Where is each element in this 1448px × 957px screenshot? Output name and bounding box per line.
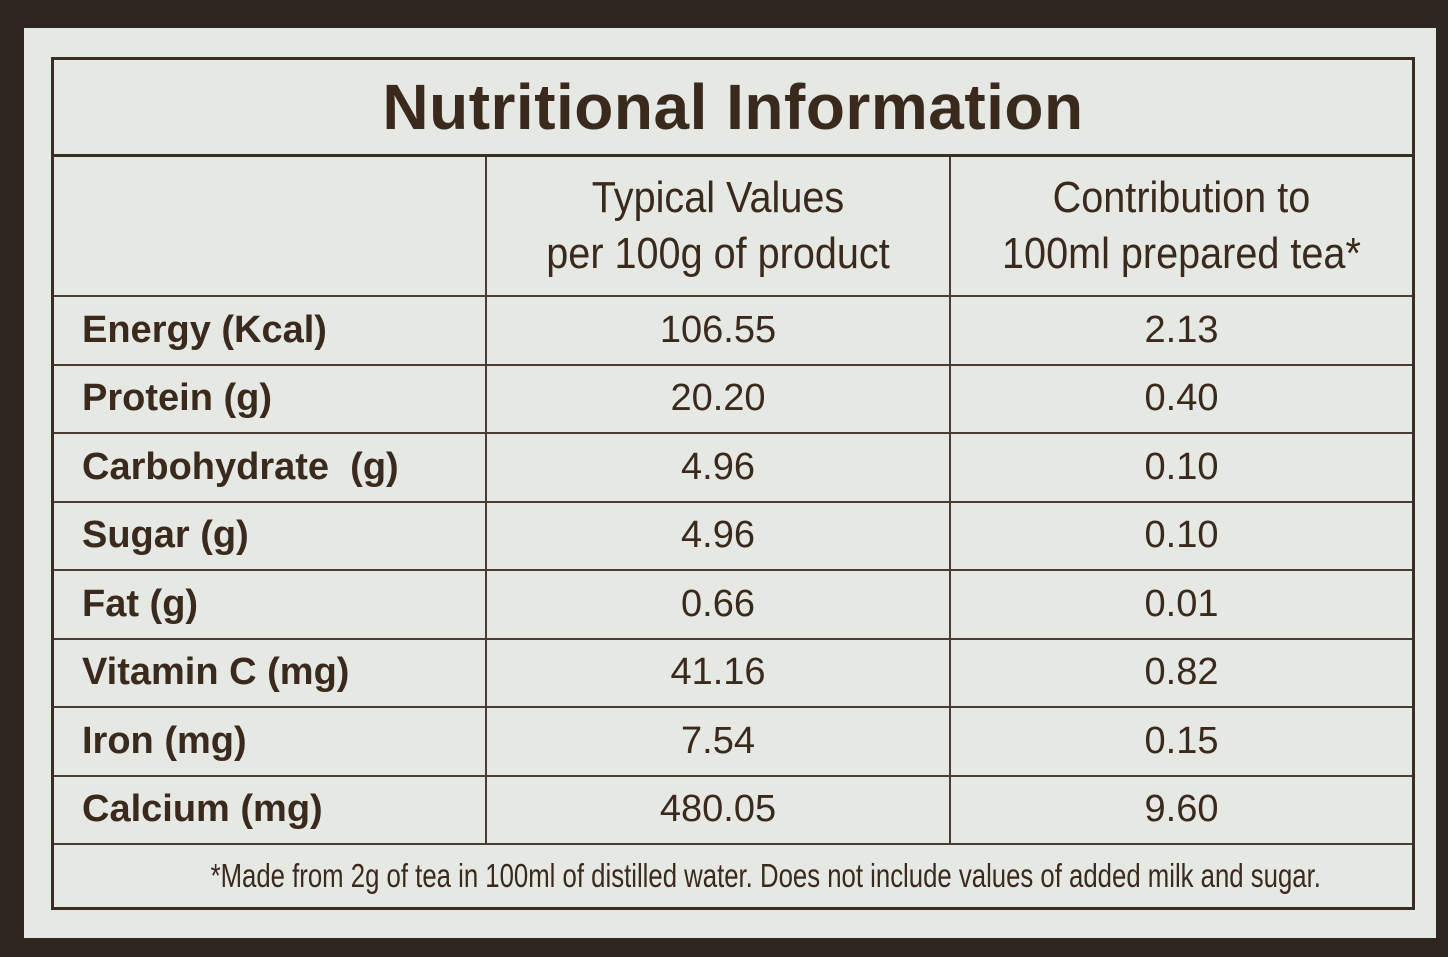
table-row: Vitamin C (mg) 41.16 0.82 — [54, 637, 1412, 707]
per-100g-value: 4.96 — [485, 500, 950, 570]
nutrition-panel: Nutritional Information Typical Values p… — [51, 57, 1415, 910]
per-100ml-value: 0.10 — [949, 500, 1412, 570]
nutrition-table: Typical Values per 100g of product Contr… — [54, 157, 1412, 906]
per-100g-value: 20.20 — [485, 363, 950, 433]
nutrient-label-text: Carbohydrate (g) — [82, 445, 399, 488]
per-100g-value: 41.16 — [485, 637, 950, 707]
per-100g-value: 480.05 — [485, 774, 950, 844]
nutrient-label: Fat (g) — [54, 569, 486, 639]
nutrient-label: Protein (g) — [54, 363, 486, 433]
header-contribution-line2: 100ml prepared tea* — [1002, 229, 1361, 278]
table-row: Protein (g) 20.20 0.40 — [54, 363, 1412, 433]
nutrient-label: Sugar (g) — [54, 500, 486, 570]
per-100ml-value: 0.01 — [949, 569, 1412, 639]
per-100g-value: 106.55 — [485, 295, 950, 365]
footnote-row: *Made from 2g of tea in 100ml of distill… — [54, 843, 1412, 906]
nutrient-label: Carbohydrate (g) — [54, 432, 486, 502]
footnote: *Made from 2g of tea in 100ml of distill… — [210, 856, 1321, 894]
header-row: Typical Values per 100g of product Contr… — [54, 157, 1412, 296]
table-row: Fat (g) 0.66 0.01 — [54, 569, 1412, 639]
per-100ml-value: 0.40 — [949, 363, 1412, 433]
per-100g-value: 0.66 — [485, 569, 950, 639]
nutrient-label: Vitamin C (mg) — [54, 637, 486, 707]
nutrient-label: Calcium (mg) — [54, 774, 486, 844]
nutrition-title: Nutritional Information — [54, 60, 1412, 157]
per-100ml-value: 0.10 — [949, 432, 1412, 502]
per-100ml-value: 9.60 — [949, 774, 1412, 844]
per-100ml-value: 2.13 — [949, 295, 1412, 365]
table-row: Iron (mg) 7.54 0.15 — [54, 706, 1412, 776]
header-contribution: Contribution to 100ml prepared tea* — [972, 157, 1389, 296]
label-card: Nutritional Information Typical Values p… — [24, 28, 1436, 938]
header-empty-cell — [54, 157, 486, 296]
footnote-cell: *Made from 2g of tea in 100ml of distill… — [54, 843, 1412, 906]
per-100g-value: 7.54 — [485, 706, 950, 776]
header-typical-line2: per 100g of product — [546, 229, 890, 278]
nutrient-label: Iron (mg) — [54, 706, 486, 776]
nutrient-label: Energy (Kcal) — [54, 295, 486, 365]
table-row: Energy (Kcal) 106.55 2.13 — [54, 295, 1412, 365]
header-typical-values: Typical Values per 100g of product — [508, 157, 927, 296]
table-row: Sugar (g) 4.96 0.10 — [54, 500, 1412, 570]
per-100g-value: 4.96 — [485, 432, 950, 502]
table-row: Calcium (mg) 480.05 9.60 — [54, 774, 1412, 844]
header-contribution-line1: Contribution to — [1052, 173, 1311, 222]
per-100ml-value: 0.82 — [949, 637, 1412, 707]
table-row: Carbohydrate (g) 4.96 0.10 — [54, 432, 1412, 502]
header-typical-line1: Typical Values — [591, 173, 845, 222]
per-100ml-value: 0.15 — [949, 706, 1412, 776]
